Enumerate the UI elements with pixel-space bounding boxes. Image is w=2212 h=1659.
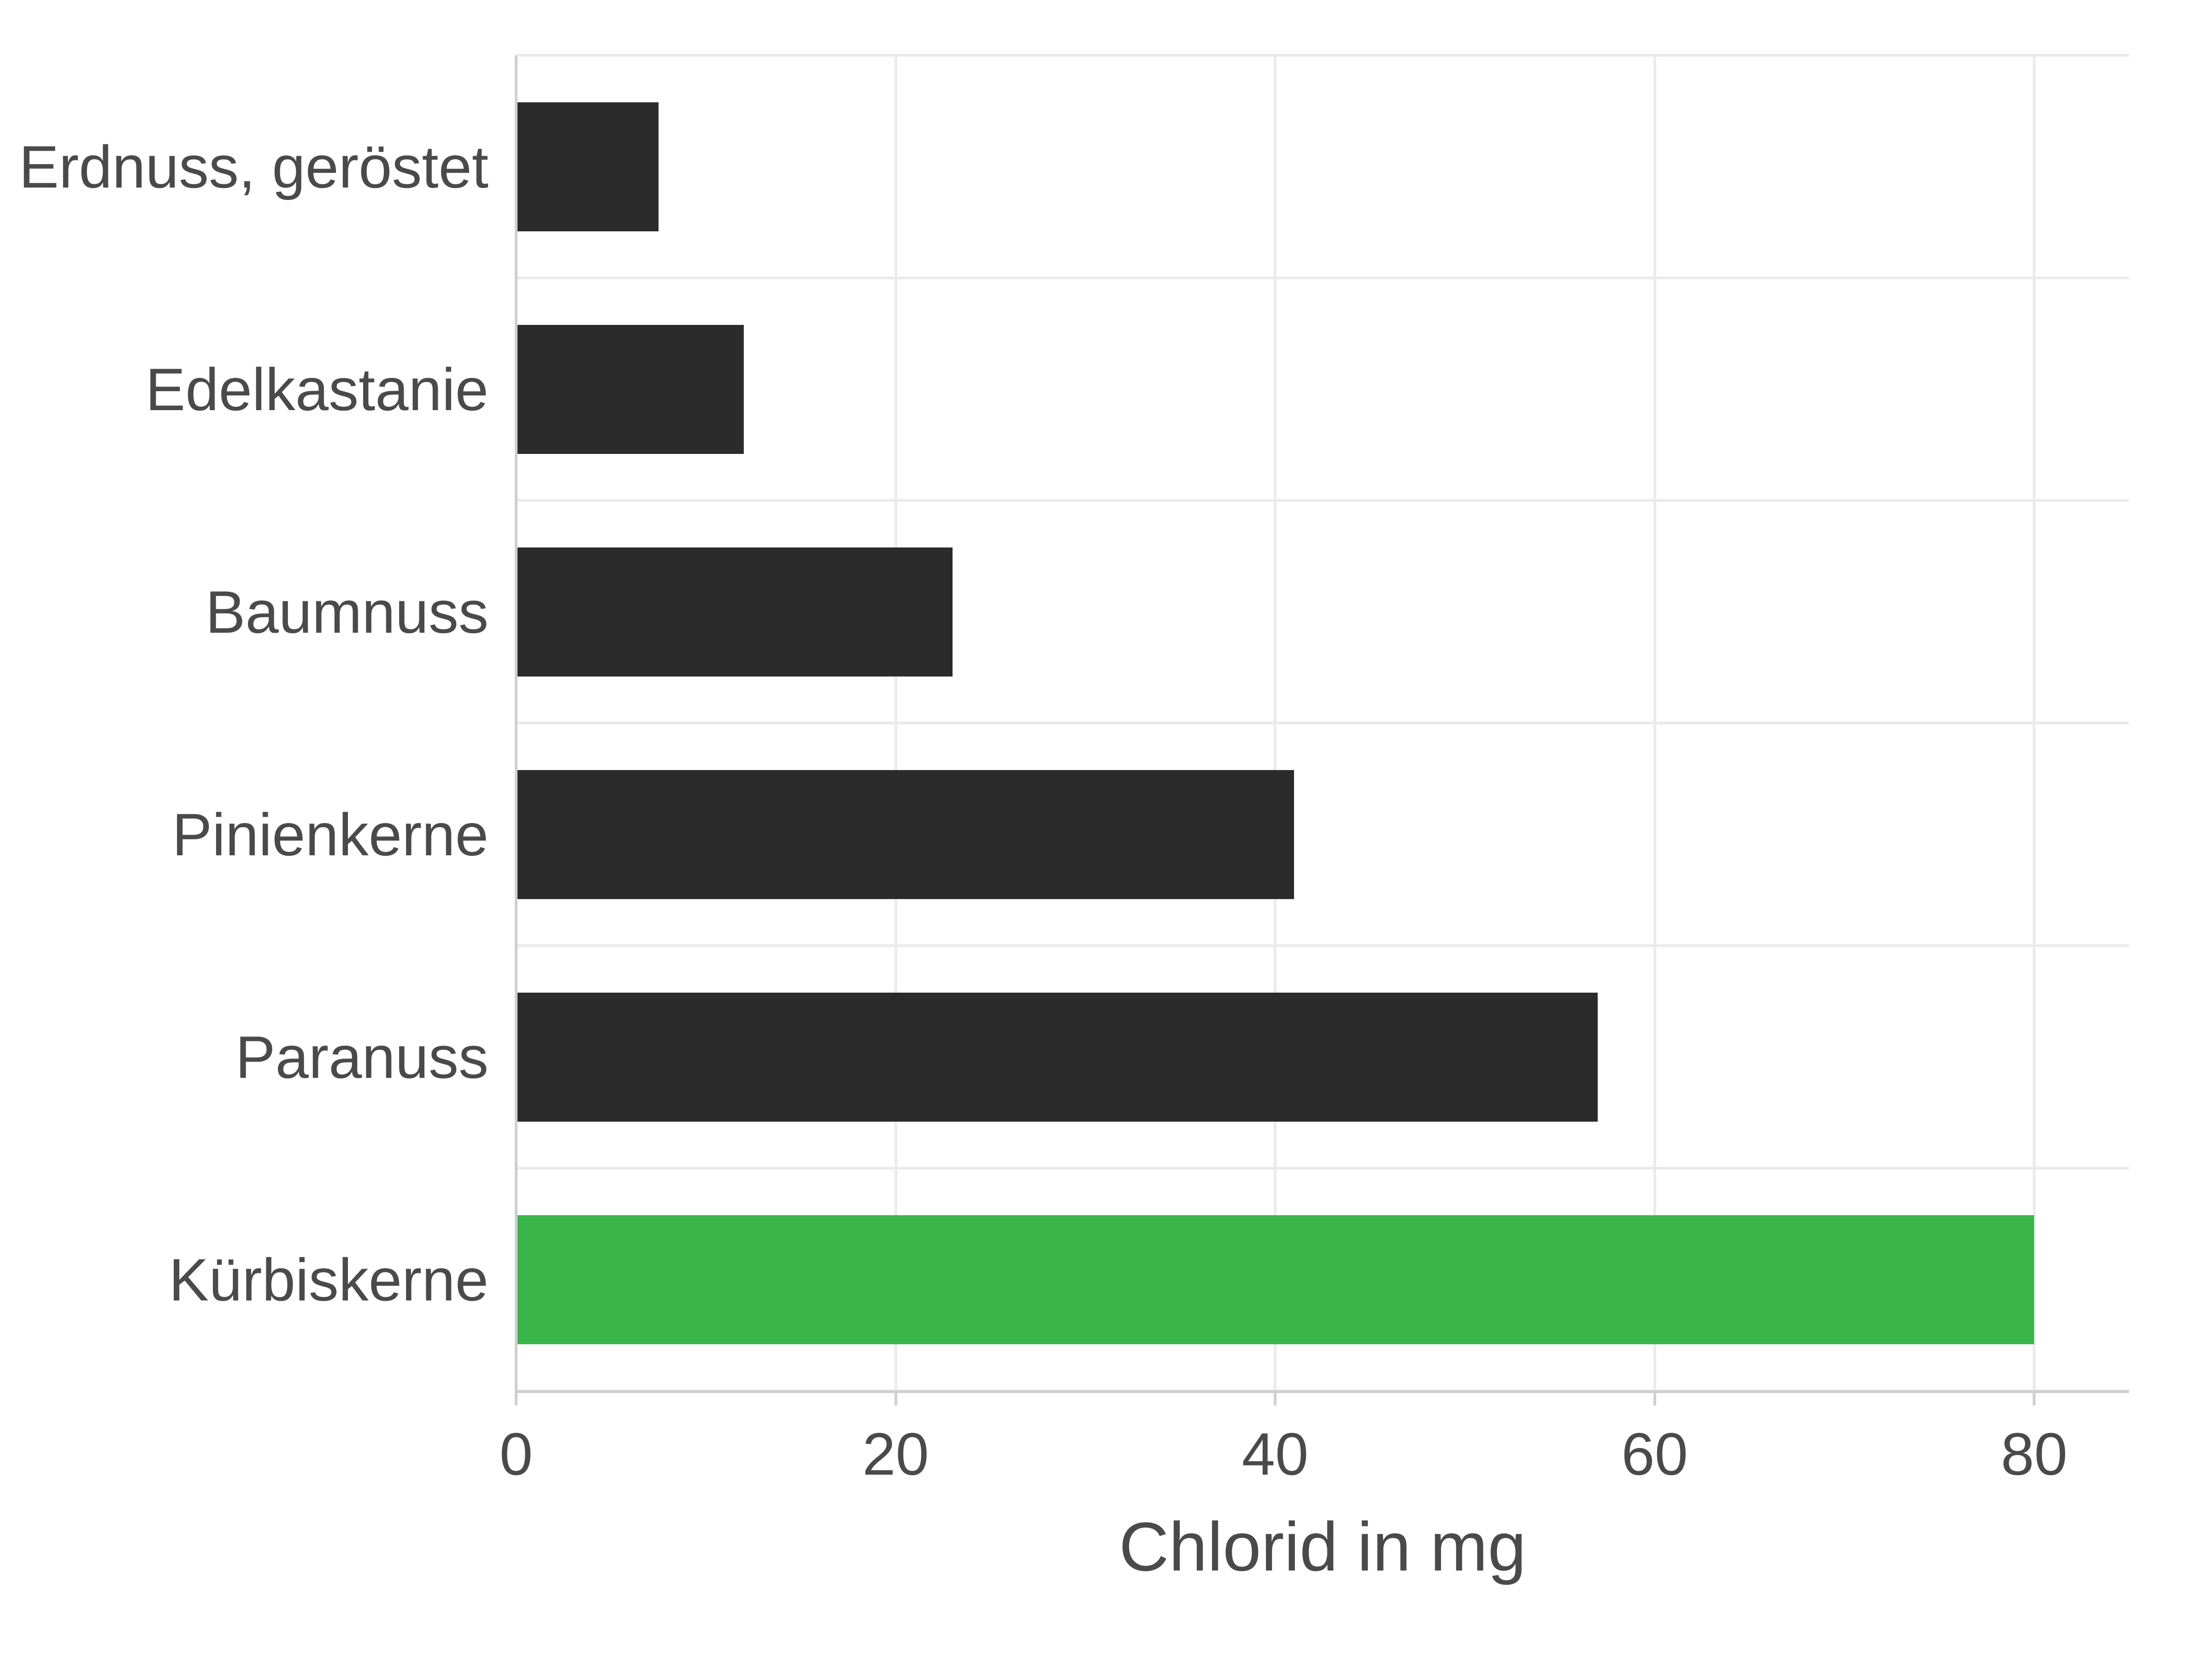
plot-area: [516, 55, 2129, 1392]
y-tick-label: Pinienkerne: [0, 800, 488, 869]
bar: [516, 1215, 2034, 1344]
x-tick-mark: [1653, 1392, 1656, 1406]
gridline-horizontal: [516, 499, 2129, 502]
x-tick-label: 0: [500, 1419, 533, 1488]
x-tick-mark: [894, 1392, 897, 1406]
bar: [516, 547, 953, 677]
bar: [516, 102, 659, 231]
x-tick-mark: [1274, 1392, 1277, 1406]
x-axis-line: [516, 1390, 2129, 1393]
chlorid-bar-chart: Erdnuss, geröstet Edelkastanie Baumnuss Pin…: [0, 0, 2212, 1659]
gridline-horizontal: [516, 1167, 2129, 1170]
y-tick-label: Paranuss: [0, 1023, 488, 1092]
x-tick-label: 20: [862, 1419, 929, 1488]
x-tick-label: 40: [1242, 1419, 1309, 1488]
bar: [516, 770, 1294, 899]
y-tick-label: Erdnuss, geröstet: [0, 132, 488, 201]
y-tick-label: Edelkastanie: [0, 355, 488, 424]
gridline-horizontal: [516, 54, 2129, 57]
y-tick-label: Kürbiskerne: [0, 1245, 488, 1314]
y-tick-label: Baumnuss: [0, 577, 488, 647]
bar: [516, 325, 744, 454]
bar: [516, 993, 1598, 1122]
gridline-horizontal: [516, 722, 2129, 724]
x-tick-mark: [2033, 1392, 2036, 1406]
x-tick-label: 60: [1621, 1419, 1688, 1488]
gridline-horizontal: [516, 276, 2129, 279]
x-axis-title: Chlorid in mg: [1119, 1507, 1526, 1587]
gridline-horizontal: [516, 944, 2129, 947]
x-tick-mark: [515, 1392, 518, 1406]
y-axis-line: [515, 55, 518, 1392]
x-tick-label: 80: [2001, 1419, 2068, 1488]
